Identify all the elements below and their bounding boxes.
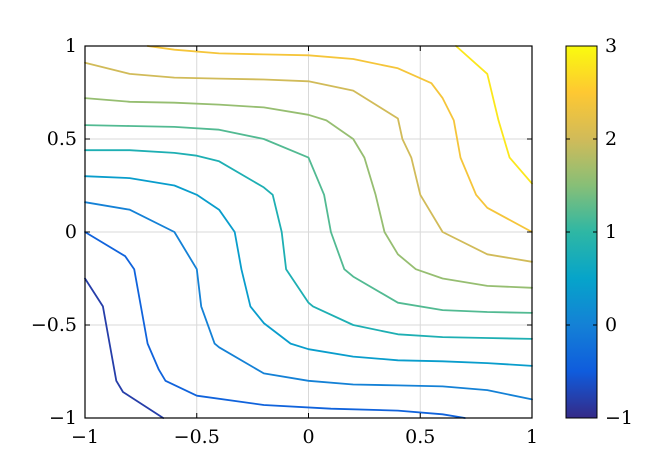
colorbar-tick-label: −1: [605, 407, 633, 429]
colorbar: −1 0 1 2 3: [565, 35, 633, 429]
colorbar-ticks: [566, 45, 597, 419]
axis-ticks: [84, 45, 533, 419]
y-tick-label: 0: [65, 221, 77, 243]
x-tick-label: −1: [71, 426, 99, 448]
y-tick-label: −0.5: [31, 314, 77, 336]
contour-line: [84, 231, 466, 419]
contour-line: [84, 201, 533, 401]
contour-line: [84, 175, 533, 367]
contour-line: [455, 45, 533, 185]
colorbar-tick-label: 2: [605, 128, 617, 150]
y-tick-label: −1: [49, 407, 77, 429]
contour-lines: [84, 45, 533, 419]
colorbar-gradient: [565, 45, 598, 419]
x-tick-label: −0.5: [174, 426, 220, 448]
x-tick-label: 0: [302, 426, 314, 448]
colorbar-tick-label: 1: [605, 221, 617, 243]
contour-line: [84, 149, 533, 340]
contour-line: [84, 277, 165, 419]
y-tick-label: 0.5: [47, 128, 77, 150]
colorbar-tick-label: 0: [605, 314, 617, 336]
colorbar-tick-label: 3: [605, 35, 617, 57]
contour-line: [146, 45, 533, 233]
x-tick-label: 1: [526, 426, 538, 448]
y-axis-tick-labels: −1 −0.5 0 0.5 1: [31, 35, 77, 429]
colorbar-tick-labels: −1 0 1 2 3: [605, 35, 633, 429]
contour-line: [84, 124, 533, 314]
x-axis-tick-labels: −1 −0.5 0 0.5 1: [71, 426, 538, 448]
y-tick-label: 1: [65, 35, 77, 57]
x-tick-label: 0.5: [405, 426, 435, 448]
contour-line: [84, 61, 533, 263]
contour-line: [84, 97, 533, 289]
